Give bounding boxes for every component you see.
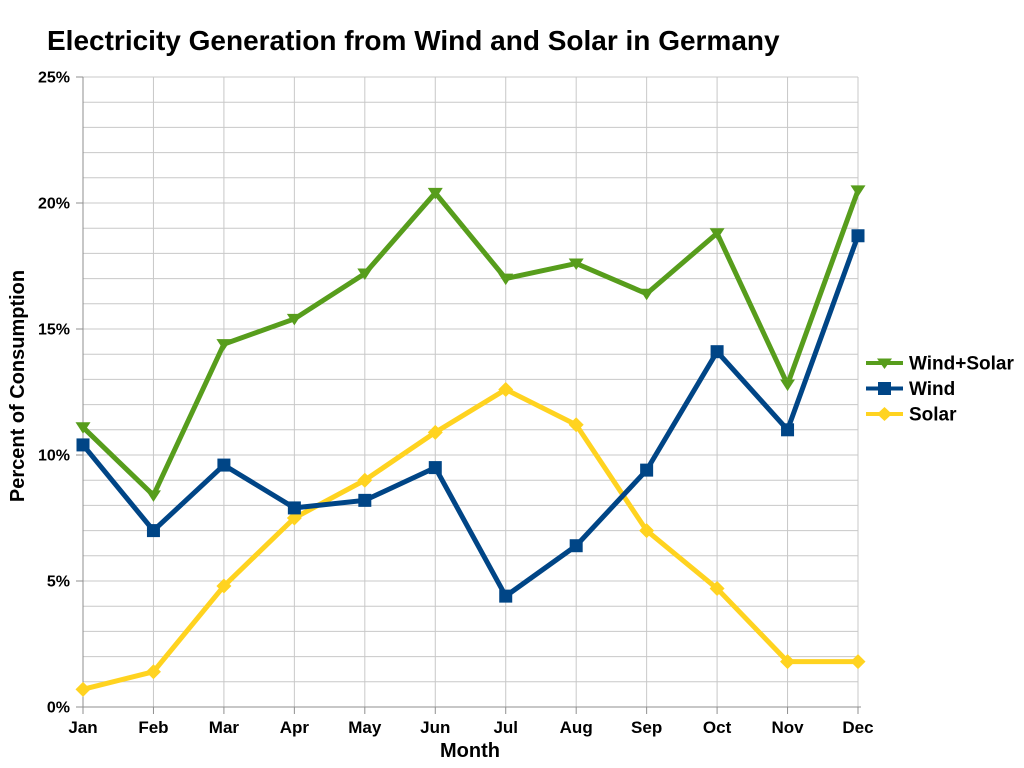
- y-tick-label: 10%: [38, 448, 70, 465]
- x-tick-label: Aug: [560, 718, 593, 737]
- series-point-triangle-down-marker-icon: [427, 187, 443, 200]
- series-point-square-marker-icon: [499, 589, 513, 603]
- series-point-square-marker-icon: [710, 345, 724, 359]
- series-point-square-marker-icon: [428, 461, 442, 475]
- series-point-square-marker-icon: [217, 458, 231, 472]
- x-tick-label: Nov: [771, 718, 804, 737]
- y-tick-label: 5%: [47, 574, 70, 591]
- series-point-diamond-marker-icon: [780, 654, 796, 670]
- series-point-triangle-down-marker-icon: [709, 228, 725, 240]
- x-tick-label: Feb: [138, 718, 168, 737]
- series-line: [81, 234, 861, 600]
- x-tick-label: Oct: [703, 718, 732, 737]
- x-tick-label: Jul: [493, 718, 518, 737]
- x-tick-label: Mar: [209, 718, 240, 737]
- chart-title: Electricity Generation from Wind and Sol…: [47, 25, 780, 56]
- series-point-diamond-marker-icon: [850, 654, 866, 670]
- y-tick-label: 15%: [38, 322, 70, 339]
- series-point-diamond-marker-icon: [427, 424, 443, 440]
- series-point-diamond-marker-icon: [75, 681, 91, 697]
- series-point-triangle-down-marker-icon: [75, 422, 91, 434]
- series-line: [81, 189, 861, 500]
- series-solar: [75, 381, 866, 697]
- axes-and-ticks: 0% 5% 10% 15% 20% 25% Jan Feb Mar Apr May Jun Jul Aug…: [38, 70, 874, 737]
- square-marker-icon: [878, 382, 891, 395]
- series-point-triangle-down-marker-icon: [216, 339, 232, 351]
- series-point-triangle-down-marker-icon: [286, 313, 302, 326]
- diamond-marker-icon: [877, 407, 892, 421]
- x-tick-label: Dec: [842, 718, 873, 737]
- legend-label-wind: Wind: [909, 379, 955, 400]
- series-point-diamond-marker-icon: [145, 664, 161, 680]
- x-tick-label: Jun: [420, 718, 450, 737]
- series-point-square-marker-icon: [76, 438, 90, 452]
- y-tick-label: 25%: [38, 70, 70, 87]
- series-wind-solar: [75, 185, 866, 502]
- series-point-square-marker-icon: [358, 493, 372, 507]
- legend-label-wind-solar: Wind+Solar: [909, 354, 1014, 375]
- data-series: [75, 185, 866, 697]
- legend-label-solar: Solar: [909, 405, 957, 426]
- gridlines: [83, 76, 859, 707]
- series-point-diamond-marker-icon: [357, 472, 373, 488]
- series-point-triangle-down-marker-icon: [568, 258, 584, 270]
- series-point-square-marker-icon: [146, 524, 160, 538]
- y-axis-title: Percent of Consumption: [7, 270, 29, 502]
- series-point-diamond-marker-icon: [216, 578, 232, 594]
- series-point-square-marker-icon: [640, 463, 654, 477]
- series-point-square-marker-icon: [287, 501, 301, 515]
- series-point-triangle-down-marker-icon: [639, 288, 655, 301]
- series-point-diamond-marker-icon: [639, 523, 655, 539]
- legend: Wind+Solar Wind Solar: [866, 354, 1014, 426]
- legend-item-solar: Solar: [866, 405, 957, 426]
- series-point-triangle-down-marker-icon: [498, 273, 514, 286]
- x-tick-label: May: [348, 718, 382, 737]
- series-point-triangle-down-marker-icon: [850, 185, 866, 197]
- series-point-triangle-down-marker-icon: [145, 490, 161, 502]
- series-line: [82, 386, 858, 692]
- series-point-triangle-down-marker-icon: [780, 379, 796, 391]
- series-point-triangle-down-marker-icon: [357, 268, 373, 281]
- series-point-square-marker-icon: [569, 539, 583, 553]
- triangle-down-marker-icon: [877, 358, 892, 369]
- x-axis-title: Month: [440, 740, 500, 762]
- series-point-diamond-marker-icon: [709, 581, 725, 597]
- x-tick-label: Apr: [280, 718, 310, 737]
- y-tick-label: 0%: [47, 700, 70, 717]
- legend-item-wind-solar: Wind+Solar: [866, 354, 1014, 375]
- x-tick-label: Sep: [631, 718, 662, 737]
- series-wind: [76, 229, 865, 603]
- legend-item-wind: Wind: [866, 379, 955, 400]
- series-point-square-marker-icon: [781, 423, 795, 437]
- series-point-square-marker-icon: [851, 229, 865, 243]
- series-point-diamond-marker-icon: [568, 417, 584, 433]
- series-point-diamond-marker-icon: [498, 381, 514, 397]
- y-tick-label: 20%: [38, 196, 70, 213]
- x-tick-label: Jan: [68, 718, 97, 737]
